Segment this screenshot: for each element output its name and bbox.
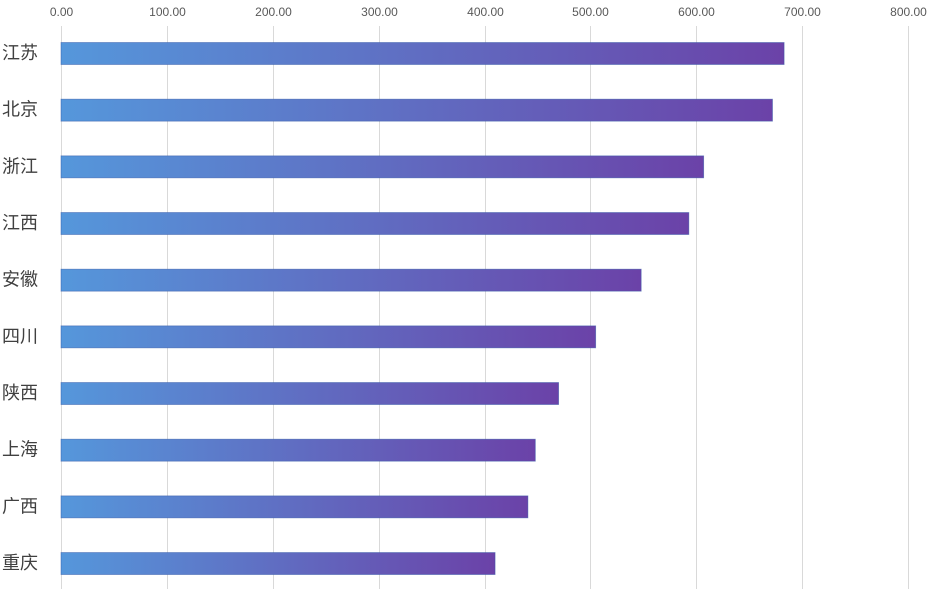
bar-1: [60, 98, 773, 122]
bar-7: [60, 438, 536, 462]
category-label: 江苏: [2, 43, 38, 64]
x-tick-label: 300.00: [361, 5, 398, 19]
bar-9: [60, 552, 496, 575]
category-label: 陕西: [2, 383, 38, 404]
x-tick-label: 800.00: [890, 5, 927, 19]
category-label: 重庆: [2, 553, 38, 574]
bar-2: [60, 155, 705, 179]
category-label: 安徽: [2, 270, 38, 291]
bar-4: [60, 268, 642, 292]
bars: [60, 42, 785, 575]
x-tick-label: 700.00: [784, 5, 821, 19]
category-label: 广西: [2, 496, 38, 517]
x-axis-tick-labels: 0.00 100.00 200.00 300.00 400.00 500.00 600.00…: [50, 5, 927, 19]
x-tick-label: 500.00: [572, 5, 609, 19]
bar-6: [60, 382, 560, 405]
category-label: 上海: [2, 440, 38, 461]
bar-0: [60, 42, 785, 65]
bar-5: [60, 325, 597, 349]
x-tick-label: 400.00: [467, 5, 504, 19]
bar-3: [60, 212, 690, 235]
x-tick-label: 200.00: [255, 5, 292, 19]
x-tick-label: 0.00: [50, 5, 74, 19]
x-tick-label: 600.00: [678, 5, 715, 19]
category-label: 北京: [2, 100, 38, 121]
category-label: 浙江: [2, 156, 38, 177]
bar-8: [60, 495, 529, 519]
category-label: 四川: [2, 326, 38, 347]
category-label: 江西: [2, 213, 38, 234]
x-tick-label: 100.00: [149, 5, 186, 19]
